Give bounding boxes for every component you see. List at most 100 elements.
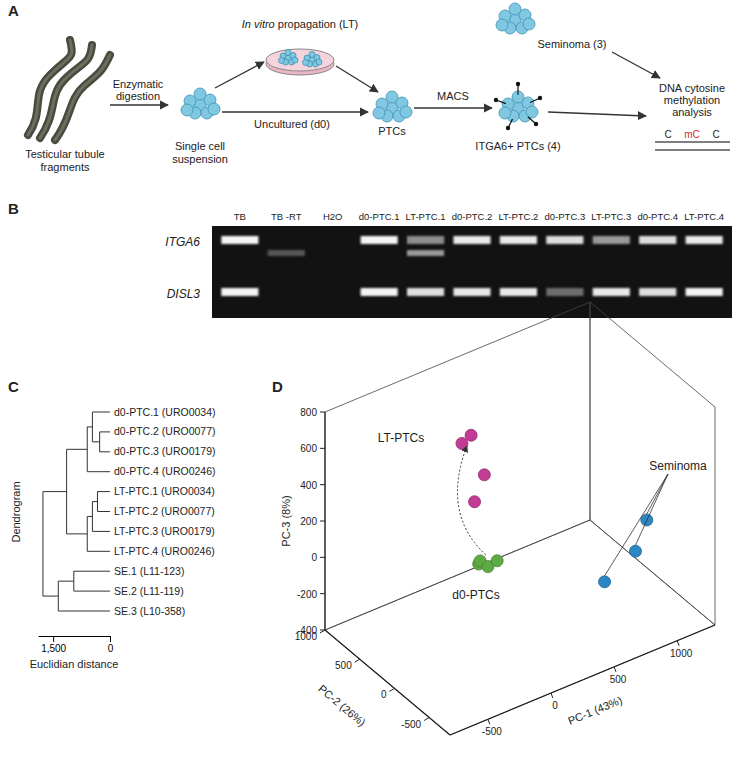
- cell: [279, 58, 285, 64]
- series-label: LT-PTCs: [378, 431, 424, 445]
- label: Testicular tubule: [25, 148, 105, 160]
- axis-line: [39, 636, 111, 637]
- cell: [400, 106, 412, 118]
- lane-label: LT-PTC.3: [591, 211, 631, 222]
- tick-label: 500: [610, 674, 627, 685]
- bead: [538, 96, 542, 100]
- label: suspension: [172, 153, 228, 165]
- back-wall: [325, 302, 590, 630]
- dna-icon: CmC C: [655, 129, 730, 150]
- tick-mark: [614, 667, 616, 672]
- cell: [309, 52, 315, 58]
- ticks: -400-2000200400600800-50005001000-500050…: [295, 407, 693, 737]
- panel-letter: B: [8, 200, 19, 217]
- band: [546, 288, 583, 296]
- bands: [221, 236, 722, 256]
- panel-b: BTBTB -RTH2Od0-PTC.1LT-PTC.1d0-PTC.2LT-P…: [8, 200, 732, 318]
- tick-mark: [53, 636, 54, 642]
- arrow: [548, 112, 646, 116]
- band: [546, 236, 583, 244]
- band: [361, 288, 398, 296]
- band: [453, 236, 490, 244]
- link: [67, 449, 88, 534]
- link: [87, 427, 110, 472]
- dna-strand: [655, 141, 730, 143]
- lane-label: LT-PTC.4: [684, 211, 724, 222]
- tick-mark: [110, 636, 111, 642]
- leaf-label: d0-PTC.2 (URO0077): [114, 425, 216, 437]
- link: [43, 492, 67, 596]
- tubule-icon: [28, 40, 110, 140]
- dish-rim: [266, 49, 334, 71]
- point: [478, 469, 490, 481]
- leaf-label: LT-PTC.4 (URO0246): [114, 545, 215, 557]
- tick-mark: [488, 719, 490, 724]
- label: C: [712, 129, 719, 140]
- band: [221, 236, 258, 244]
- band: [639, 288, 676, 296]
- axis-title: PC-3 (8%): [280, 495, 292, 546]
- dish: [266, 49, 334, 75]
- tick-label: 500: [335, 660, 352, 671]
- bands: [221, 288, 722, 308]
- label: ITGA6+ PTCs (4): [475, 140, 560, 152]
- tick-mark: [320, 630, 325, 633]
- tick-mark: [424, 718, 429, 721]
- cell-cluster: [496, 3, 535, 34]
- leaf-label: LT-PTC.1 (URO0034): [114, 485, 215, 497]
- label: MACS: [437, 90, 469, 102]
- band: [500, 236, 537, 244]
- tick: 1,500: [41, 636, 66, 654]
- tick-label: -500: [401, 719, 421, 730]
- tick-label: 1000: [670, 648, 693, 659]
- band: [593, 236, 630, 244]
- tick-mark: [320, 557, 325, 558]
- y-axis-line: [325, 630, 450, 735]
- leader-line: [605, 474, 668, 576]
- band: [407, 288, 444, 296]
- link: [97, 492, 110, 512]
- panel-a: ATesticular tubulefragmentsEnzymaticdige…: [8, 2, 730, 173]
- label: C: [664, 129, 671, 140]
- leaf-label: SE.1 (L11-123): [114, 565, 184, 577]
- link: [100, 432, 110, 452]
- trajectory-arrow: [457, 446, 486, 555]
- link: [87, 516, 110, 551]
- point: [465, 429, 477, 441]
- lane-label: LT-PTC.2: [498, 211, 538, 222]
- x-axis: 1,500 0: [39, 636, 114, 654]
- label: DNA cytosine: [659, 82, 725, 94]
- cell: [523, 18, 535, 30]
- lane-label: TB -RT: [271, 211, 302, 222]
- cell: [386, 91, 398, 103]
- dna-strand: [655, 149, 730, 151]
- gene-label: ITGA6: [165, 235, 200, 249]
- label: Single cell: [175, 140, 225, 152]
- panel-letter: A: [8, 2, 19, 19]
- lower-band: [407, 250, 444, 256]
- side-wall: [590, 302, 715, 625]
- tick-label: 0: [108, 643, 114, 654]
- label: analysis: [672, 106, 712, 118]
- cell: [526, 106, 538, 118]
- lane-label: TB: [234, 211, 246, 222]
- bead: [516, 82, 520, 86]
- tick-mark: [389, 688, 394, 691]
- point: [629, 545, 641, 557]
- series-label: Seminoma: [649, 459, 707, 473]
- label: propagation (LT): [275, 18, 359, 30]
- panel-letter: D: [272, 378, 283, 395]
- label: In vitro: [242, 18, 275, 30]
- axis-title: PC-1 (43%): [566, 694, 624, 727]
- cell: [373, 107, 385, 119]
- gene-label: DISL3: [167, 287, 201, 301]
- series-label: d0-PTCs: [452, 588, 499, 602]
- dendrogram-links: [43, 412, 110, 611]
- label: methylation: [664, 94, 720, 106]
- cell-cluster: [303, 52, 323, 68]
- label: PTCs: [378, 125, 406, 137]
- label: mC: [684, 129, 700, 140]
- cell: [285, 50, 291, 56]
- tick-label: 1000: [295, 631, 318, 642]
- arrow: [222, 111, 368, 112]
